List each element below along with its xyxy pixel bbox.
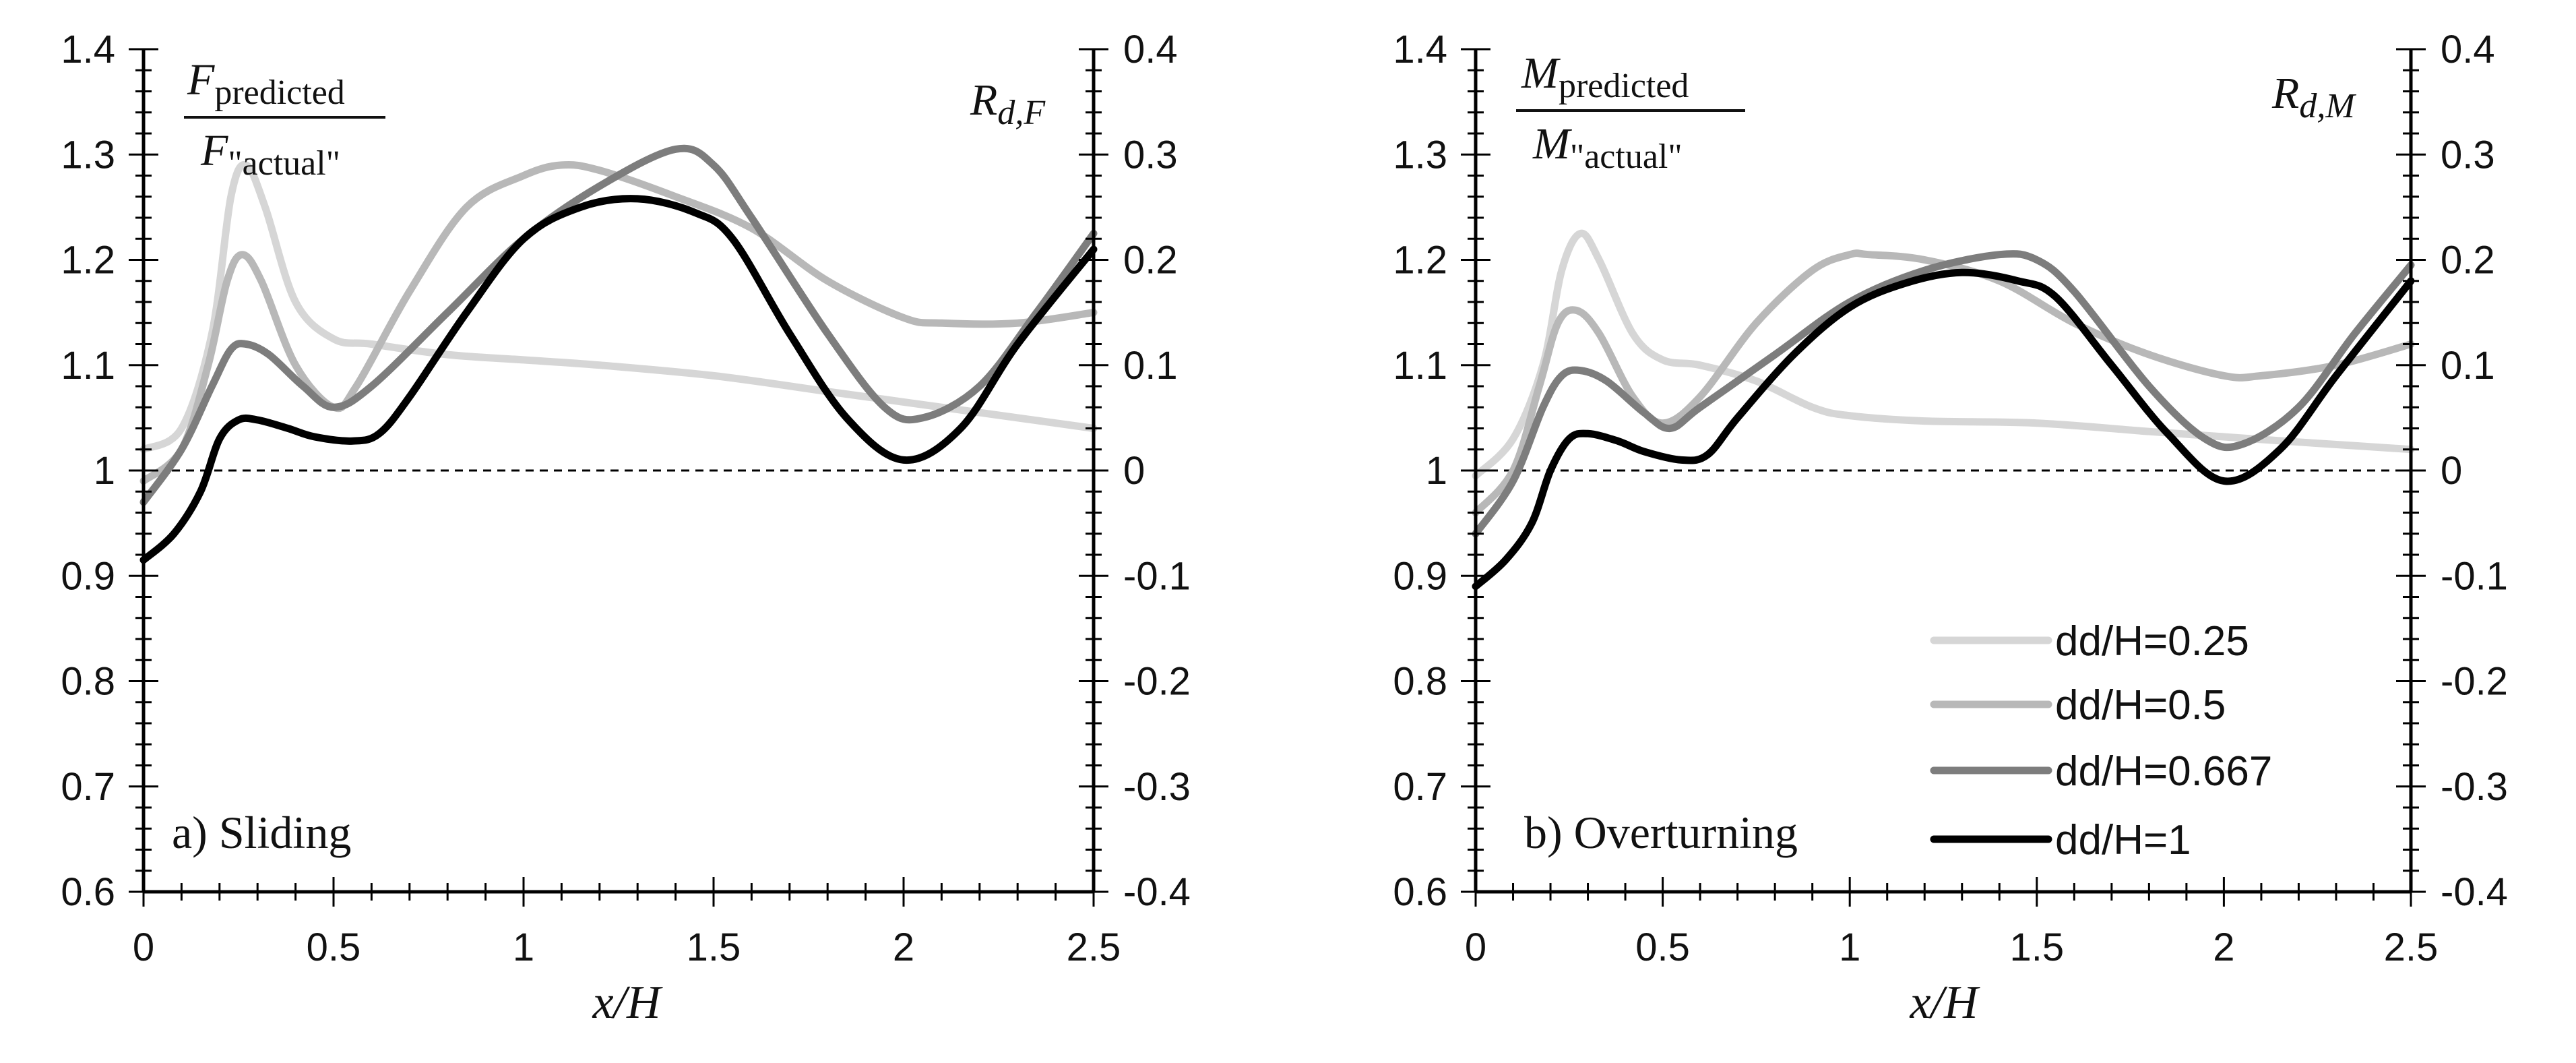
y-tick-label: 0.8 [61, 660, 115, 704]
y2-tick-label: -0.4 [1123, 870, 1191, 914]
y2-tick-label: -0.3 [2441, 765, 2508, 809]
chart-panel-b: 0.6 0.7 0.8 0.9 1 1.1 1.2 1.3 1.4 -0.4 -0.3 -0.2 -0.… [1393, 28, 2508, 1029]
y2-tick-label: 0.3 [2441, 133, 2495, 177]
y2-tick-label: -0.3 [1123, 765, 1191, 809]
x-tick-label: 1.5 [2009, 925, 2064, 969]
x-tick-label: 0.5 [307, 925, 361, 969]
y-tick-label: 0.7 [1393, 765, 1447, 809]
y2-tick-label: 0.2 [1123, 239, 1178, 282]
y-tick-label: 1.1 [61, 344, 115, 388]
legend-label: dd/H=0.667 [2055, 748, 2272, 795]
secondary-axis-label: Rd,M [2271, 69, 2356, 125]
series-line-dd-h-1 [139, 195, 1098, 564]
y2-tick-label: 0.1 [1123, 344, 1178, 388]
y-tick-label: 1.3 [61, 133, 115, 177]
y-tick-label: 1.2 [61, 239, 115, 282]
y-tick-label: 1.3 [1393, 133, 1447, 177]
axes-group: 0.6 0.7 0.8 0.9 1 1.1 1.2 1.3 1.4 -0.4 -0.3 -0.2 -0.… [1393, 28, 2508, 969]
x-tick-label: 0 [133, 925, 154, 969]
y-tick-label: 1.1 [1393, 344, 1447, 388]
y-tick-label: 0.6 [61, 870, 115, 914]
y2-tick-label: 0 [2441, 449, 2462, 493]
y-tick-label: 0.6 [1393, 870, 1447, 914]
x-axis-label: x/H [592, 977, 663, 1029]
legend-label: dd/H=0.25 [2055, 618, 2249, 665]
y-tick-label: 1 [1426, 449, 1447, 493]
series-line-dd-h-0-667 [1472, 250, 2415, 538]
axis-labels-group: Mpredicted M"actual" Rd,M b) Overturning… [1516, 49, 2356, 1029]
legend-item-025: dd/H=0.25 [1930, 618, 2249, 665]
y2-tick-label: -0.1 [1123, 554, 1191, 598]
y2-tick-label: 0.3 [1123, 133, 1178, 177]
series-line-dd-h-0-25 [139, 161, 1098, 454]
series-group [139, 144, 1098, 564]
legend-item-05: dd/H=0.5 [1930, 682, 2226, 729]
y-tick-label: 1.4 [1393, 28, 1447, 71]
y-tick-label: 1.2 [1393, 239, 1447, 282]
y2-tick-label: -0.2 [2441, 660, 2508, 704]
y2-tick-label: -0.4 [2441, 870, 2508, 914]
legend: dd/H=0.25 dd/H=0.5 dd/H=0.667 dd/H=1 [1930, 618, 2272, 863]
legend-item-1: dd/H=1 [1930, 817, 2191, 863]
x-tick-label: 1 [1839, 925, 1860, 969]
y-tick-label: 1.4 [61, 28, 115, 71]
panel-label: a) Sliding [172, 807, 351, 858]
series-line-dd-h-0-5 [139, 160, 1098, 485]
series-line-dd-h-0-25 [1472, 229, 2415, 480]
ratio-denominator: M"actual" [1532, 119, 1683, 176]
ratio-numerator: Fpredicted [187, 55, 345, 112]
series-line-dd-h-0-667 [139, 144, 1098, 506]
panel-label: b) Overturning [1524, 807, 1798, 858]
y2-tick-label: -0.1 [2441, 554, 2508, 598]
y2-tick-label: 0.2 [2441, 239, 2495, 282]
series-line-dd-h-1 [1472, 268, 2415, 590]
x-tick-label: 2 [893, 925, 914, 969]
x-tick-label: 1 [513, 925, 534, 969]
legend-label: dd/H=0.5 [2055, 682, 2226, 729]
y2-tick-label: 0.4 [1123, 28, 1178, 71]
legend-label: dd/H=1 [2055, 817, 2191, 863]
series-group [1472, 229, 2415, 590]
x-axis-label: x/H [1909, 977, 1980, 1029]
ratio-numerator: Mpredicted [1521, 49, 1689, 105]
y-tick-label: 1 [94, 449, 115, 493]
y2-tick-label: 0 [1123, 449, 1145, 493]
axes-group: 0.6 0.7 0.8 0.9 1 1.1 1.2 1.3 1.4 -0.4 -0.3 -0.2 -0.… [61, 28, 1191, 969]
x-tick-label: 2.5 [1067, 925, 1121, 969]
chart-panel-a: 0.6 0.7 0.8 0.9 1 1.1 1.2 1.3 1.4 -0.4 -0.3 -0.2 -0.… [61, 28, 1191, 1029]
axis-labels-group: Fpredicted F"actual" Rd,F a) Sliding x/H [172, 55, 1046, 1029]
ratio-denominator: F"actual" [200, 126, 340, 183]
x-tick-label: 2.5 [2384, 925, 2439, 969]
y-tick-label: 0.9 [61, 554, 115, 598]
y-tick-label: 0.7 [61, 765, 115, 809]
x-tick-label: 0 [1465, 925, 1486, 969]
series-line-dd-h-0-5 [1472, 249, 2415, 516]
x-tick-label: 1.5 [687, 925, 741, 969]
y2-tick-label: 0.4 [2441, 28, 2495, 71]
legend-item-0667: dd/H=0.667 [1930, 748, 2272, 795]
secondary-axis-label: Rd,F [970, 75, 1046, 132]
y-tick-label: 0.9 [1393, 554, 1447, 598]
y2-tick-label: -0.2 [1123, 660, 1191, 704]
y-tick-label: 0.8 [1393, 660, 1447, 704]
x-tick-label: 2 [2213, 925, 2234, 969]
x-tick-label: 0.5 [1635, 925, 1690, 969]
y2-tick-label: 0.1 [2441, 344, 2495, 388]
